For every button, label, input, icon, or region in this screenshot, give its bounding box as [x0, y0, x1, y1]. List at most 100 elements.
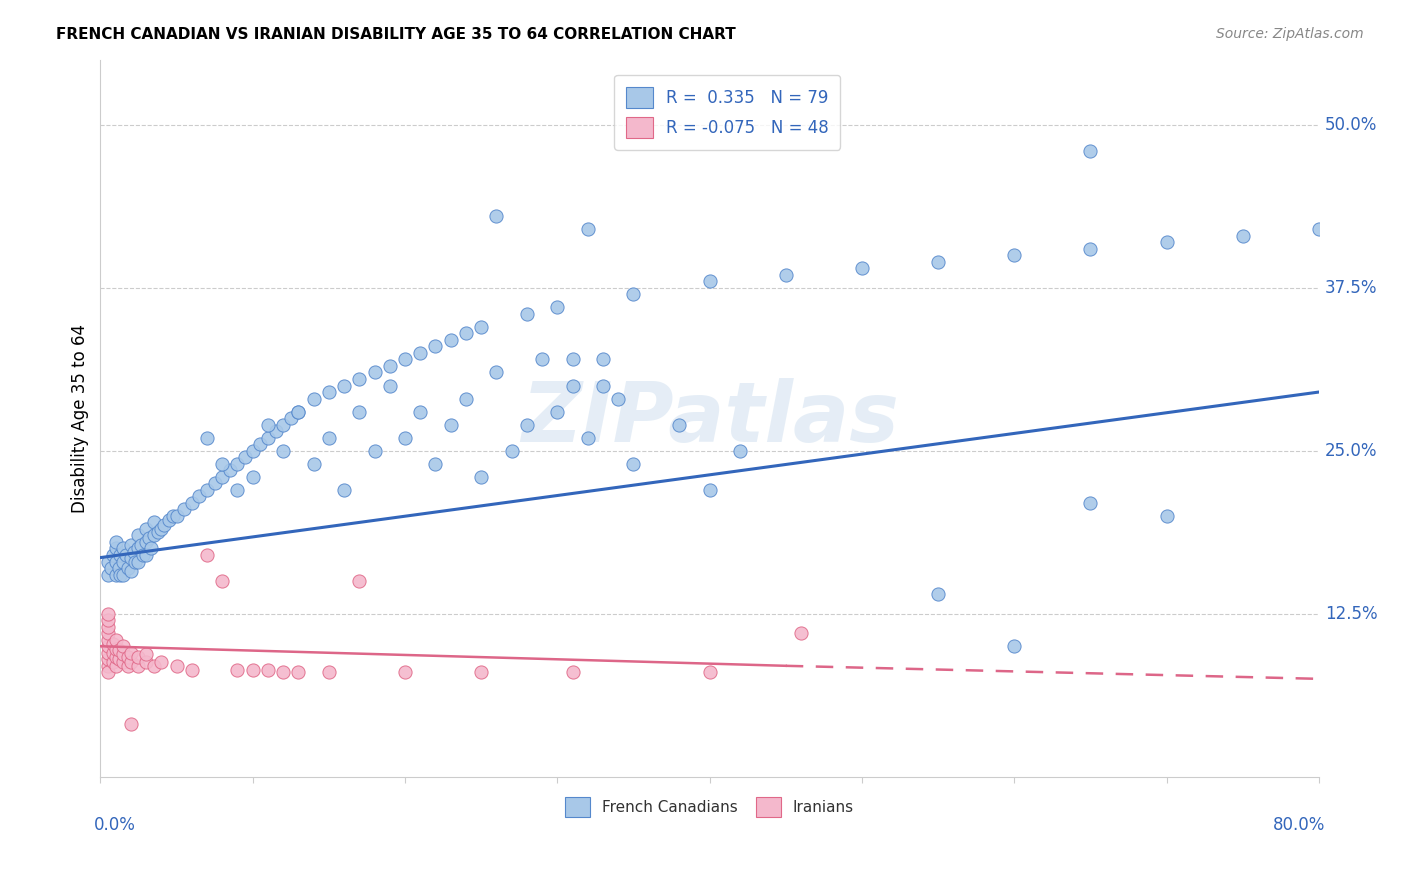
Legend: French Canadians, Iranians: French Canadians, Iranians [560, 791, 860, 822]
Point [257, 663, 280, 677]
Point [363, 443, 385, 458]
Point [699, 483, 721, 497]
Point [302, 457, 325, 471]
Y-axis label: Disability Age 35 to 64: Disability Age 35 to 64 [72, 324, 89, 513]
Point [1002, 248, 1025, 262]
Point [287, 404, 309, 418]
Point [166, 508, 188, 523]
Point [107, 561, 129, 575]
Point [117, 561, 139, 575]
Point [728, 443, 751, 458]
Point [180, 496, 202, 510]
Point [271, 665, 294, 680]
Point [699, 665, 721, 680]
Point [115, 548, 138, 562]
Text: 25.0%: 25.0% [1324, 442, 1378, 459]
Point [97, 640, 120, 654]
Point [668, 417, 690, 432]
Point [576, 222, 599, 236]
Point [318, 431, 340, 445]
Point [378, 378, 401, 392]
Point [516, 307, 538, 321]
Point [318, 385, 340, 400]
Point [927, 254, 949, 268]
Point [104, 649, 127, 664]
Point [349, 574, 371, 588]
Point [561, 665, 583, 680]
Point [112, 541, 135, 556]
Point [120, 538, 142, 552]
Point [470, 470, 492, 484]
Point [242, 663, 264, 677]
Point [1156, 508, 1178, 523]
Point [394, 431, 416, 445]
Text: Source: ZipAtlas.com: Source: ZipAtlas.com [1216, 27, 1364, 41]
Point [104, 632, 127, 647]
Point [790, 626, 813, 640]
Point [561, 352, 583, 367]
Point [97, 555, 120, 569]
Text: 0.0%: 0.0% [94, 816, 136, 834]
Point [271, 443, 294, 458]
Point [287, 404, 309, 418]
Point [264, 424, 287, 438]
Point [135, 535, 157, 549]
Point [117, 649, 139, 664]
Point [440, 333, 463, 347]
Point [378, 359, 401, 373]
Point [150, 655, 173, 669]
Point [142, 658, 165, 673]
Point [531, 352, 554, 367]
Point [349, 372, 371, 386]
Point [127, 555, 149, 569]
Point [135, 647, 157, 661]
Point [333, 378, 356, 392]
Point [576, 431, 599, 445]
Point [120, 717, 142, 731]
Point [107, 652, 129, 666]
Point [127, 541, 149, 556]
Point [112, 567, 135, 582]
Text: ZIPatlas: ZIPatlas [520, 377, 898, 458]
Point [592, 378, 614, 392]
Point [249, 437, 271, 451]
Point [851, 261, 873, 276]
Point [157, 513, 180, 527]
Point [101, 548, 124, 562]
Point [108, 548, 131, 562]
Point [501, 443, 523, 458]
Point [97, 652, 120, 666]
Point [394, 665, 416, 680]
Point [470, 319, 492, 334]
Point [409, 346, 432, 360]
Point [485, 366, 508, 380]
Text: 37.5%: 37.5% [1324, 278, 1378, 297]
Point [148, 524, 170, 539]
Point [104, 541, 127, 556]
Text: FRENCH CANADIAN VS IRANIAN DISABILITY AGE 35 TO 64 CORRELATION CHART: FRENCH CANADIAN VS IRANIAN DISABILITY AG… [56, 27, 735, 42]
Point [1156, 235, 1178, 249]
Point [120, 564, 142, 578]
Point [104, 567, 127, 582]
Point [104, 555, 127, 569]
Point [1080, 496, 1102, 510]
Point [180, 663, 202, 677]
Point [195, 483, 218, 497]
Point [142, 528, 165, 542]
Point [104, 641, 127, 656]
Point [699, 274, 721, 288]
Point [623, 457, 645, 471]
Point [226, 483, 249, 497]
Point [409, 404, 432, 418]
Point [112, 640, 135, 654]
Point [153, 518, 176, 533]
Point [1002, 640, 1025, 654]
Point [112, 555, 135, 569]
Point [97, 632, 120, 647]
Point [97, 567, 120, 582]
Point [112, 647, 135, 661]
Point [561, 378, 583, 392]
Point [127, 649, 149, 664]
Point [112, 655, 135, 669]
Point [287, 665, 309, 680]
